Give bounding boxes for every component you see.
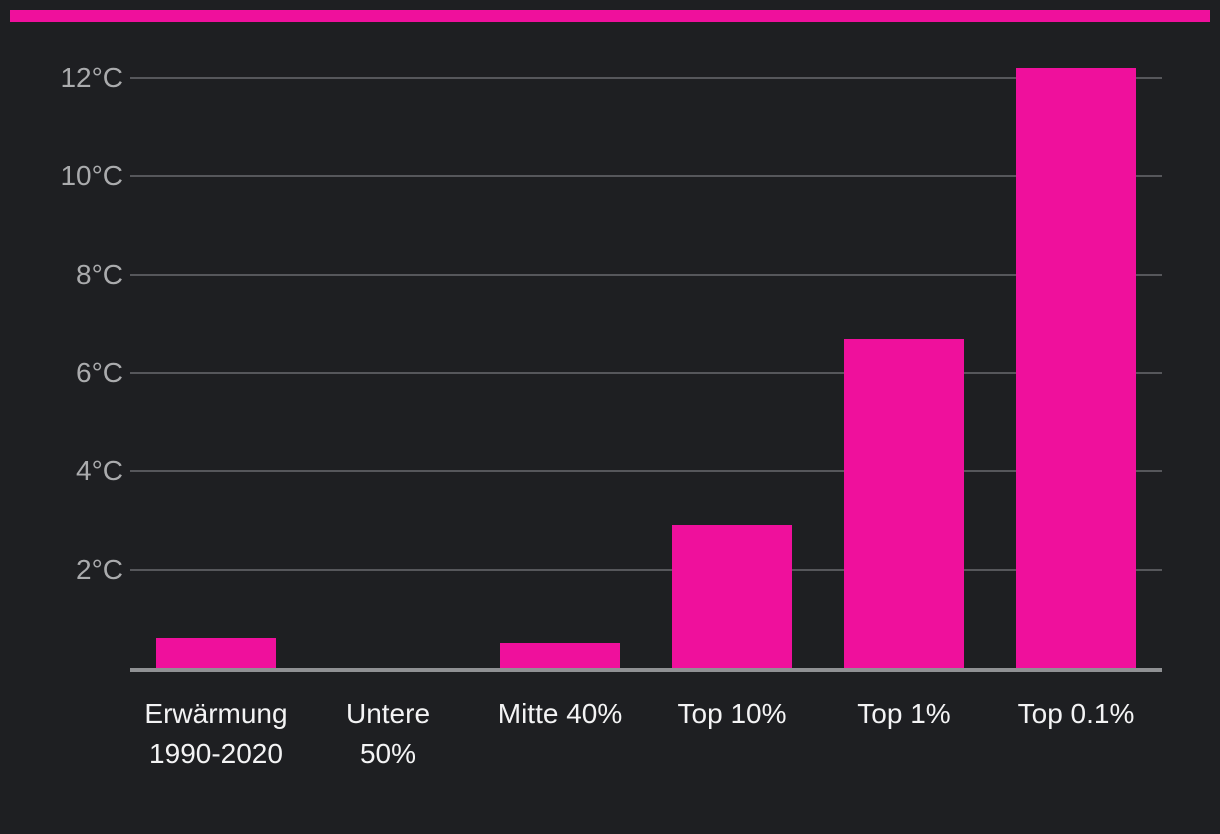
- gridline-10: [130, 175, 1162, 178]
- x-tick-label-line: Top 1%: [857, 698, 951, 729]
- x-tick-label-line: Top 0.1%: [1017, 698, 1135, 729]
- x-tick-label-line: Mitte 40%: [497, 698, 623, 729]
- x-tick-label: Top 0.1%: [961, 694, 1191, 734]
- y-tick-label: 8°C: [76, 258, 123, 290]
- x-tick-label: Erwärmung 1990-2020: [101, 694, 331, 774]
- x-tick-label-line: 1990-2020: [149, 738, 283, 769]
- gridline-8: [130, 273, 1162, 276]
- y-tick-label: 6°C: [76, 356, 123, 388]
- x-axis-line: [130, 668, 1162, 672]
- bar-mitte-40-: [500, 643, 620, 668]
- bar-top-0-1-: [1016, 68, 1136, 668]
- gridline-6: [130, 371, 1162, 374]
- bar-top-1-: [844, 339, 964, 668]
- y-tick-label: 2°C: [76, 553, 123, 585]
- bar-erw-rmung-1990-2020: [156, 638, 276, 668]
- x-tick-label-line: 50%: [359, 738, 417, 769]
- x-tick-label: Top 10%: [617, 694, 847, 734]
- gridline-4: [130, 470, 1162, 473]
- x-tick-label: Top 1%: [789, 694, 1019, 734]
- gridline-12: [130, 76, 1162, 79]
- y-tick-label: 10°C: [60, 160, 123, 192]
- gridline-2: [130, 568, 1162, 571]
- x-tick-label-line: Top 10%: [677, 698, 787, 729]
- top-accent-bar: [10, 10, 1210, 22]
- y-tick-label: 4°C: [76, 455, 123, 487]
- x-tick-label: Untere 50%: [273, 694, 503, 774]
- x-tick-label-line: Erwärmung: [144, 698, 288, 729]
- x-tick-label-line: Untere: [345, 698, 431, 729]
- bar-top-10-: [672, 525, 792, 668]
- x-tick-label: Mitte 40%: [445, 694, 675, 734]
- y-tick-label: 12°C: [60, 61, 123, 93]
